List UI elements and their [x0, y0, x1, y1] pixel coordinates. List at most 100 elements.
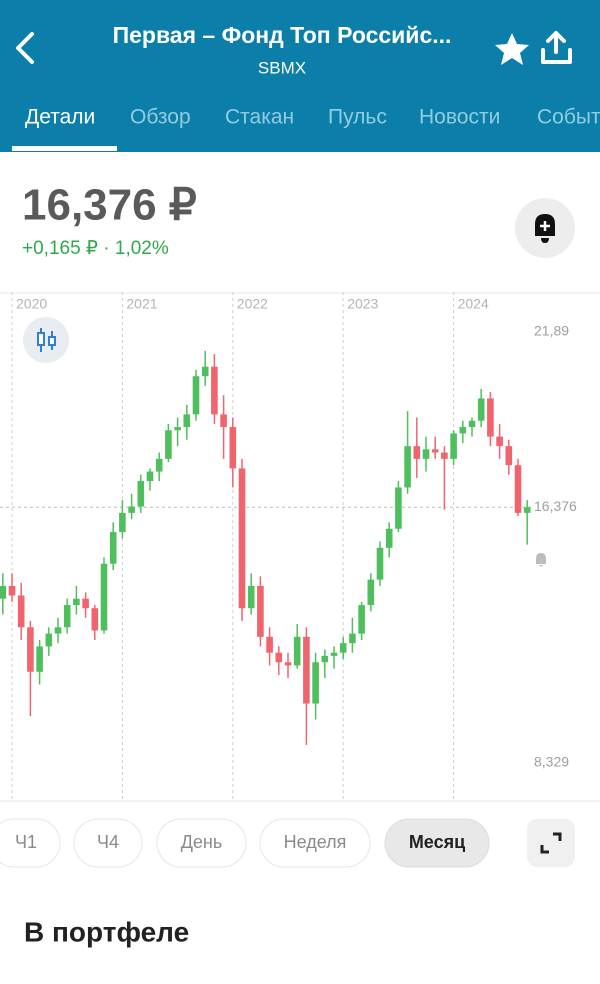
- candle-body: [376, 547, 384, 580]
- period-label: Ч1: [15, 832, 37, 852]
- header-bg: [0, 0, 600, 152]
- candle-body: [422, 449, 430, 459]
- candle-body: [395, 487, 402, 529]
- favorite-button[interactable]: [495, 33, 529, 65]
- tab[interactable]: Стакан: [225, 106, 294, 129]
- candle-body: [128, 506, 135, 513]
- candle-body: [36, 646, 43, 672]
- candle-body: [514, 465, 522, 513]
- candle-body: [441, 452, 448, 459]
- alert-marker: [536, 553, 546, 567]
- x-tick-label: 2023: [347, 296, 378, 312]
- fullscreen-button[interactable]: [527, 819, 575, 867]
- candle-body: [82, 598, 89, 609]
- tab-underline: [12, 146, 117, 151]
- candle-body: [201, 366, 209, 377]
- candle-body: [275, 652, 283, 663]
- candle-body: [220, 414, 227, 428]
- candle-body: [174, 427, 181, 431]
- candle-body: [459, 427, 467, 434]
- subtitle: SBMX: [258, 58, 306, 77]
- candle-body: [367, 579, 375, 606]
- candle-body: [183, 414, 191, 428]
- candle-body: [165, 430, 172, 459]
- candle-body: [247, 585, 255, 609]
- candle-body: [468, 420, 476, 428]
- x-tick-label: 2021: [126, 296, 157, 312]
- tab[interactable]: Новости: [419, 106, 500, 129]
- chart-type-button[interactable]: [23, 317, 69, 363]
- y-tick-label: 16,376: [534, 498, 577, 514]
- candle-body: [404, 446, 411, 488]
- tabs: Детали Обзор Стакан Пульс Новости Событ: [12, 106, 600, 151]
- candle-body: [487, 398, 494, 437]
- candle-body: [349, 633, 356, 644]
- candle-body: [119, 512, 126, 532]
- y-tick-label: 8,329: [534, 754, 569, 770]
- candle-body: [54, 627, 62, 634]
- candle-body: [211, 366, 218, 415]
- period-selector: Ч1 Ч4 День Неделя Месяц: [0, 818, 490, 868]
- candle-body: [477, 398, 485, 421]
- period-button[interactable]: [73, 818, 143, 868]
- period-label: Ч4: [97, 832, 119, 852]
- candle-body: [339, 643, 347, 653]
- tab[interactable]: Обзор: [130, 106, 191, 129]
- candle-body: [137, 481, 145, 507]
- candle-body: [293, 636, 301, 666]
- candle-body: [100, 563, 108, 631]
- period-button[interactable]: [384, 818, 490, 868]
- tab[interactable]: Пульс: [328, 106, 387, 129]
- period-label: Неделя: [284, 832, 347, 852]
- chart-type-icon: [37, 328, 56, 352]
- candle-body: [229, 427, 237, 469]
- x-tick-label: 2024: [458, 296, 489, 312]
- x-tick-label: 2020: [16, 296, 47, 312]
- price: 16,376 ₽: [22, 181, 197, 230]
- candle-body: [17, 595, 25, 628]
- candle-body: [312, 662, 319, 704]
- candle-body: [238, 468, 246, 609]
- y-tick-label: 21,89: [534, 323, 569, 339]
- alert-plus: [540, 221, 550, 231]
- candle-body: [303, 636, 310, 704]
- candle-body: [146, 471, 154, 482]
- candle-body: [266, 636, 273, 653]
- period-label: День: [181, 832, 223, 852]
- candle-body: [358, 605, 365, 634]
- candle-body: [8, 585, 16, 596]
- candle-body: [284, 662, 292, 666]
- tab[interactable]: Детали: [25, 106, 95, 129]
- candle-body: [413, 446, 421, 459]
- candle-body: [523, 507, 531, 513]
- candle-body: [505, 446, 513, 466]
- period-button[interactable]: [0, 818, 61, 868]
- candle-body: [496, 436, 503, 447]
- tab[interactable]: Событ: [537, 106, 600, 129]
- period-button[interactable]: [259, 818, 371, 868]
- section-title: В портфеле: [24, 916, 189, 947]
- candle-body: [450, 433, 457, 459]
- candle-body: [385, 528, 393, 548]
- candle-body: [63, 605, 71, 628]
- period-button[interactable]: [156, 818, 247, 868]
- period-label: Месяц: [409, 832, 465, 852]
- back-button[interactable]: [16, 32, 34, 64]
- candle-body: [330, 652, 338, 656]
- candle-body: [45, 633, 53, 647]
- title: Первая – Фонд Топ Российс...: [113, 22, 452, 48]
- candle-body: [27, 627, 34, 672]
- candle-body: [321, 655, 329, 663]
- candle-body: [257, 585, 264, 637]
- candle-body: [192, 376, 200, 415]
- candlestick-chart: 2020 2021 2022 2023 2024 8,329 16,376 21,89: [0, 292, 577, 800]
- price-change: +0,165 ₽ · 1,02%: [22, 238, 169, 259]
- candle-body: [0, 585, 7, 599]
- x-tick-label: 2022: [237, 296, 268, 312]
- fullscreen-icon: [540, 832, 562, 854]
- candle-body: [109, 531, 117, 564]
- share-button[interactable]: [541, 31, 572, 64]
- candle-body: [155, 458, 163, 472]
- candle-body: [73, 598, 80, 606]
